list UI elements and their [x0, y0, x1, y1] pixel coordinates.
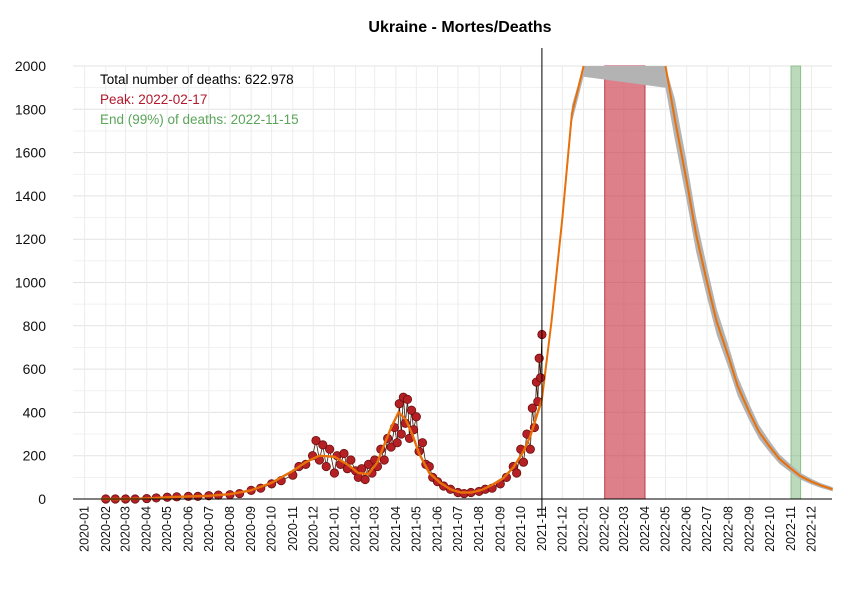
y-tick-label: 400: [23, 404, 47, 420]
x-tick-label: 2022-12: [805, 506, 819, 552]
peak-band: [604, 65, 646, 500]
data-point: [339, 448, 349, 459]
data-point: [394, 399, 404, 409]
grid-lines: [73, 65, 832, 500]
x-tick-label: 2020-01: [78, 506, 92, 552]
y-tick-label: 1200: [15, 231, 46, 247]
x-tick-label: 2020-08: [223, 506, 237, 552]
y-tick-label: 0: [38, 491, 46, 507]
data-point: [363, 459, 374, 469]
y-tick-label: 200: [23, 448, 47, 464]
y-tick-label: 1000: [15, 275, 46, 291]
x-tick-label: 2020-05: [160, 506, 174, 552]
x-tick-label: 2021-10: [514, 506, 528, 552]
data-point: [417, 438, 428, 448]
highlight-bands: [604, 65, 802, 500]
x-tick-label: 2022-07: [700, 506, 714, 552]
data-point: [329, 468, 340, 478]
data-point: [325, 444, 335, 454]
x-tick-label: 2022-10: [763, 506, 777, 552]
x-tick-labels: 2020-01 2020-02 2020-03 2020-04 2020-05 2020-…: [78, 506, 819, 552]
x-tick-label: 2022-06: [680, 506, 694, 552]
data-point: [396, 429, 406, 439]
annotation-total: Total number of deaths: 622.978: [100, 72, 294, 87]
x-tick-label: 2022-09: [742, 506, 756, 552]
x-tick-label: 2021-11: [535, 506, 549, 551]
observed-line: [105, 334, 543, 500]
data-point: [534, 353, 544, 363]
x-tick-label: 2020-12: [306, 506, 320, 552]
x-tick-label: 2020-02: [99, 506, 113, 552]
data-point: [386, 442, 396, 452]
x-tick-label: 2021-05: [409, 506, 423, 552]
x-tick-label: 2020-03: [119, 506, 133, 552]
x-tick-label: 2021-02: [349, 506, 363, 552]
x-tick-label: 2020-09: [244, 506, 258, 552]
x-tick-label: 2021-12: [555, 506, 569, 552]
annotation-peak: Peak: 2022-02-17: [100, 92, 207, 107]
x-tick-label: 2020-11: [286, 506, 300, 551]
x-tick-label: 2021-01: [327, 506, 341, 552]
data-point: [512, 468, 522, 478]
x-tick-label: 2021-08: [472, 506, 486, 552]
data-point: [318, 440, 328, 450]
x-tick-label: 2020-07: [202, 506, 216, 552]
y-tick-label: 1400: [15, 188, 46, 204]
observed-layer: [101, 329, 547, 504]
data-point: [346, 455, 356, 465]
x-tick-label: 2021-07: [451, 506, 465, 552]
y-tick-label: 1600: [15, 145, 46, 161]
data-point: [518, 457, 529, 467]
y-tick-label: 600: [23, 361, 47, 377]
data-point: [379, 455, 389, 465]
projection-line-rising: [540, 65, 585, 400]
data-point: [535, 373, 546, 383]
y-tick-labels: 0 200 400 600 800 1000 1200 1400 1600 1800 2000: [15, 58, 46, 507]
x-tick-label: 2022-05: [658, 506, 672, 552]
data-point: [311, 435, 321, 446]
x-tick-label: 2022-03: [617, 506, 631, 552]
y-tick-label: 800: [23, 318, 47, 334]
x-tick-label: 2021-04: [389, 506, 403, 552]
data-point: [406, 405, 417, 415]
x-tick-label: 2021-03: [368, 506, 382, 552]
x-tick-label: 2020-04: [140, 506, 154, 552]
projection-uncertainty-band: [541, 66, 833, 492]
data-point: [392, 438, 402, 448]
x-tick-label: 2021-06: [430, 506, 444, 552]
x-tick-label: 2020-10: [265, 506, 279, 552]
x-tick-label: 2022-04: [638, 506, 652, 552]
y-tick-label: 2000: [15, 58, 46, 74]
data-point: [525, 444, 535, 454]
x-tick-label: 2022-08: [721, 506, 735, 552]
data-point: [411, 412, 421, 422]
x-tick-label: 2020-06: [181, 506, 195, 552]
x-tick-label: 2021-09: [493, 506, 507, 552]
end-band: [790, 65, 802, 500]
data-point: [527, 403, 537, 413]
annotation-end: End (99%) of deaths: 2022-11-15: [100, 112, 299, 127]
projection-line-falling: [664, 65, 834, 491]
y-tick-label: 1800: [15, 101, 46, 117]
fitted-curve: [101, 399, 544, 501]
x-tick-label: 2022-11: [784, 506, 798, 551]
axes: [73, 48, 832, 515]
data-point: [321, 461, 331, 472]
x-tick-label: 2022-02: [598, 506, 612, 552]
x-tick-label: 2022-01: [577, 506, 591, 552]
data-point: [402, 394, 413, 405]
data-point: [360, 474, 370, 485]
projection-layer: [540, 65, 834, 492]
chart-title: Ukraine - Mortes/Deaths: [368, 19, 551, 36]
